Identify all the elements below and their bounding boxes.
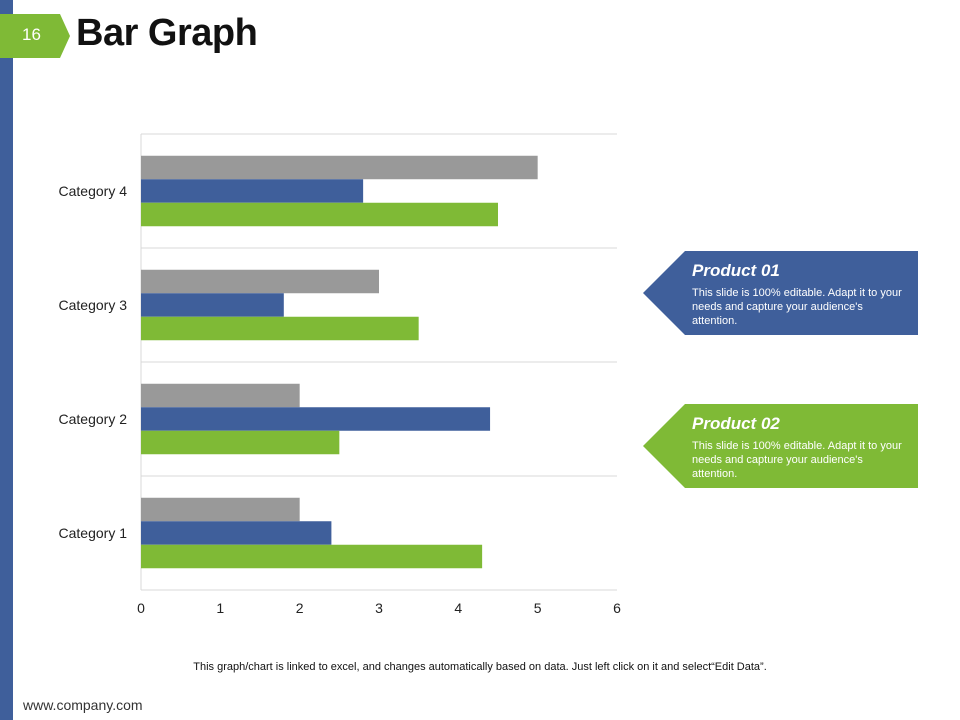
category-tick-label: Category 2 (59, 411, 128, 427)
x-tick-label: 6 (613, 600, 621, 616)
callout-body: This slide is 100% editable. Adapt it to… (692, 287, 902, 327)
category-tick-label: Category 4 (59, 183, 128, 199)
page-title: Bar Graph (76, 12, 258, 54)
slide-number: 16 (22, 25, 41, 44)
callout-body: This slide is 100% editable. Adapt it to… (692, 440, 902, 480)
bar-category-1-product-01 (141, 521, 332, 545)
x-tick-label: 4 (454, 600, 462, 616)
chart-footnote: This graph/chart is linked to excel, and… (193, 661, 767, 673)
bar-category-2-series-3 (141, 383, 300, 408)
bar-category-3-series-3 (141, 269, 379, 294)
bar-category-4-product-02 (141, 202, 498, 227)
bar-category-4-product-01 (141, 179, 364, 203)
bar-category-1-series-3 (141, 497, 300, 522)
bar-category-3-product-02 (141, 316, 419, 341)
x-tick-label: 5 (534, 600, 542, 616)
bar-category-4-series-3 (141, 155, 538, 180)
bar-category-2-product-01 (141, 407, 491, 431)
category-tick-label: Category 1 (59, 525, 128, 541)
x-tick-label: 1 (216, 600, 224, 616)
website-link[interactable]: www.company.com (23, 697, 143, 713)
left-accent-bar (0, 0, 13, 720)
slide-number-badge: 16 (0, 14, 70, 58)
x-tick-label: 3 (375, 600, 383, 616)
callout-title: Product 02 (692, 414, 780, 433)
callout-product-02: Product 02 This slide is 100% editable. … (643, 404, 918, 488)
bar-category-2-product-02 (141, 430, 340, 455)
x-tick-label: 2 (296, 600, 304, 616)
x-tick-label: 0 (137, 600, 145, 616)
bar-category-1-product-02 (141, 544, 483, 569)
bar-category-3-product-01 (141, 293, 284, 317)
category-tick-label: Category 3 (59, 297, 128, 313)
callout-arrow-shape (643, 404, 918, 488)
callout-product-01: Product 01 This slide is 100% editable. … (643, 251, 918, 335)
callout-title: Product 01 (692, 261, 780, 280)
callout-arrow-shape (643, 251, 918, 335)
